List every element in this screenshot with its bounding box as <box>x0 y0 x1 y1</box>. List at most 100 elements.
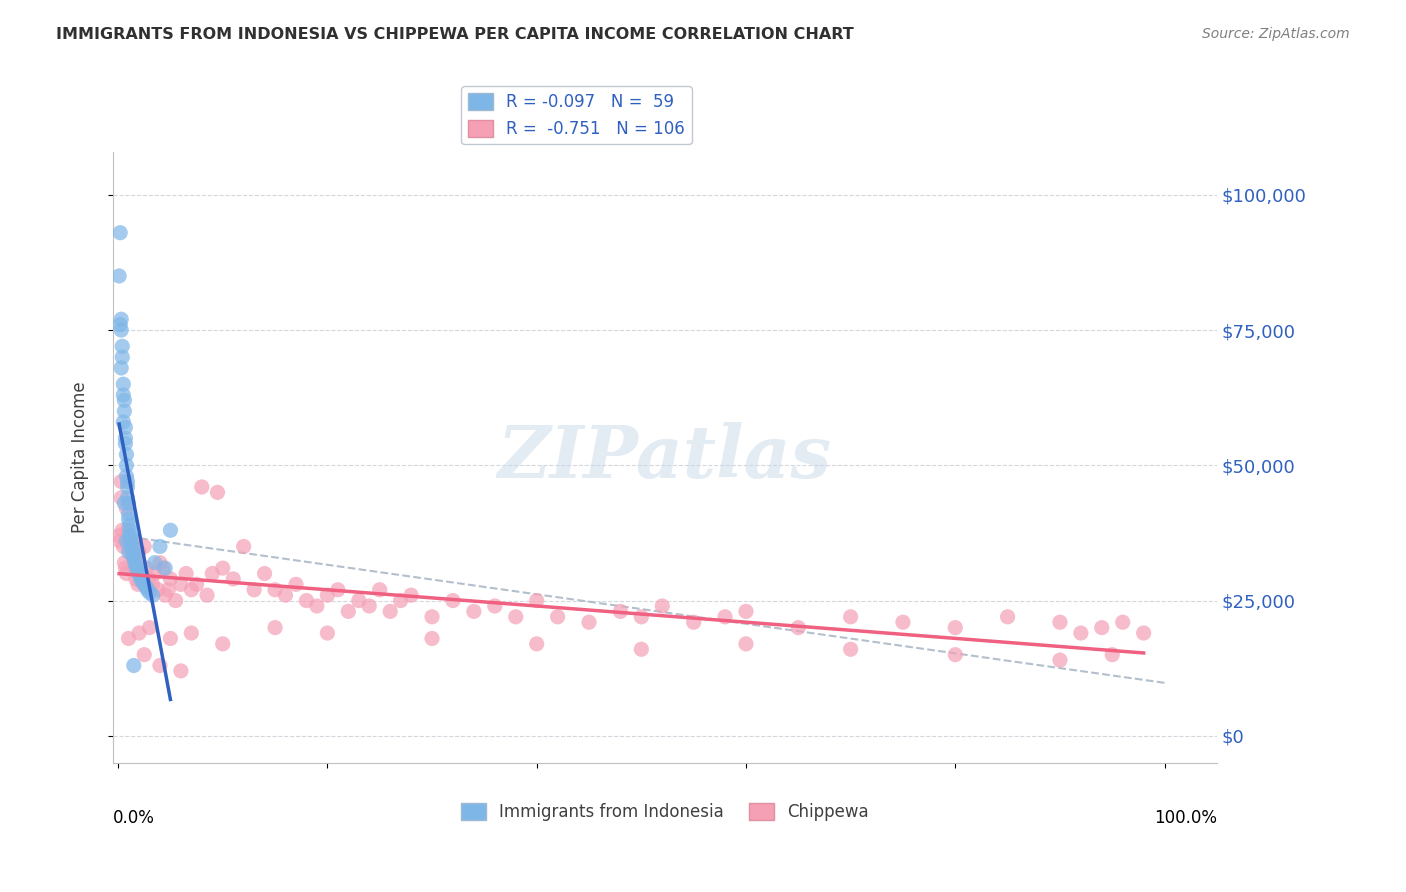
Point <box>117 475 139 489</box>
Point <box>195 588 218 602</box>
Point <box>165 593 187 607</box>
Point <box>138 621 160 635</box>
Point <box>111 339 134 353</box>
Point <box>253 566 276 581</box>
Point <box>134 577 156 591</box>
Point <box>124 556 146 570</box>
Point <box>337 604 360 618</box>
Point <box>1112 615 1135 630</box>
Point <box>121 550 143 565</box>
Text: ZIPatlas: ZIPatlas <box>498 422 832 492</box>
Point <box>399 588 422 602</box>
Point <box>122 550 145 565</box>
Point <box>124 561 146 575</box>
Point <box>108 268 131 283</box>
Point <box>129 569 152 583</box>
Point <box>120 534 142 549</box>
Point <box>129 566 152 581</box>
Y-axis label: Per Capita Income: Per Capita Income <box>72 382 89 533</box>
Point <box>114 436 136 450</box>
Point <box>121 537 143 551</box>
Point <box>120 532 142 546</box>
Point <box>943 621 966 635</box>
Point <box>630 642 652 657</box>
Point <box>1049 653 1071 667</box>
Point <box>117 507 139 521</box>
Text: Source: ZipAtlas.com: Source: ZipAtlas.com <box>1202 27 1350 41</box>
Point <box>135 580 157 594</box>
Point <box>380 604 402 618</box>
Text: 0.0%: 0.0% <box>112 809 155 827</box>
Point <box>651 599 673 613</box>
Point <box>115 458 138 473</box>
Point <box>997 609 1019 624</box>
Point <box>124 553 146 567</box>
Point <box>134 648 156 662</box>
Point <box>1070 626 1092 640</box>
Point <box>117 632 139 646</box>
Point <box>1049 615 1071 630</box>
Point <box>142 577 165 591</box>
Point <box>112 388 135 402</box>
Point <box>526 637 548 651</box>
Point <box>108 529 131 543</box>
Point <box>526 593 548 607</box>
Point <box>735 637 758 651</box>
Point <box>368 582 391 597</box>
Point <box>111 523 134 537</box>
Point <box>117 523 139 537</box>
Point <box>127 577 149 591</box>
Point <box>389 593 412 607</box>
Point <box>114 561 136 575</box>
Point <box>117 491 139 505</box>
Point <box>114 420 136 434</box>
Point <box>305 599 328 613</box>
Point <box>127 564 149 578</box>
Point <box>122 550 145 565</box>
Point <box>143 556 166 570</box>
Point <box>114 431 136 445</box>
Point <box>108 534 131 549</box>
Point <box>110 475 132 489</box>
Point <box>117 545 139 559</box>
Point <box>128 566 150 581</box>
Point <box>121 545 143 559</box>
Point <box>118 523 141 537</box>
Point <box>186 577 208 591</box>
Point <box>143 566 166 581</box>
Point <box>839 609 862 624</box>
Point <box>112 540 135 554</box>
Point <box>138 585 160 599</box>
Point <box>129 572 152 586</box>
Point <box>463 604 485 618</box>
Point <box>211 637 233 651</box>
Point <box>122 658 145 673</box>
Point <box>180 582 202 597</box>
Point <box>121 542 143 557</box>
Point <box>110 323 132 337</box>
Point <box>191 480 214 494</box>
Point <box>112 404 135 418</box>
Point <box>115 566 138 581</box>
Point <box>1132 626 1154 640</box>
Point <box>159 632 181 646</box>
Point <box>943 648 966 662</box>
Point <box>122 548 145 562</box>
Point <box>420 632 443 646</box>
Point <box>243 582 266 597</box>
Point <box>505 609 527 624</box>
Point <box>118 529 141 543</box>
Point <box>326 582 349 597</box>
Legend: R = -0.097   N =  59, R =  -0.751   N = 106: R = -0.097 N = 59, R = -0.751 N = 106 <box>461 87 692 145</box>
Point <box>441 593 464 607</box>
Point <box>125 561 148 575</box>
Point <box>207 485 229 500</box>
Point <box>120 545 142 559</box>
Point <box>115 534 138 549</box>
Point <box>117 480 139 494</box>
Point <box>115 501 138 516</box>
Point <box>347 593 370 607</box>
Point <box>149 540 172 554</box>
Point <box>112 415 135 429</box>
Point <box>264 621 287 635</box>
